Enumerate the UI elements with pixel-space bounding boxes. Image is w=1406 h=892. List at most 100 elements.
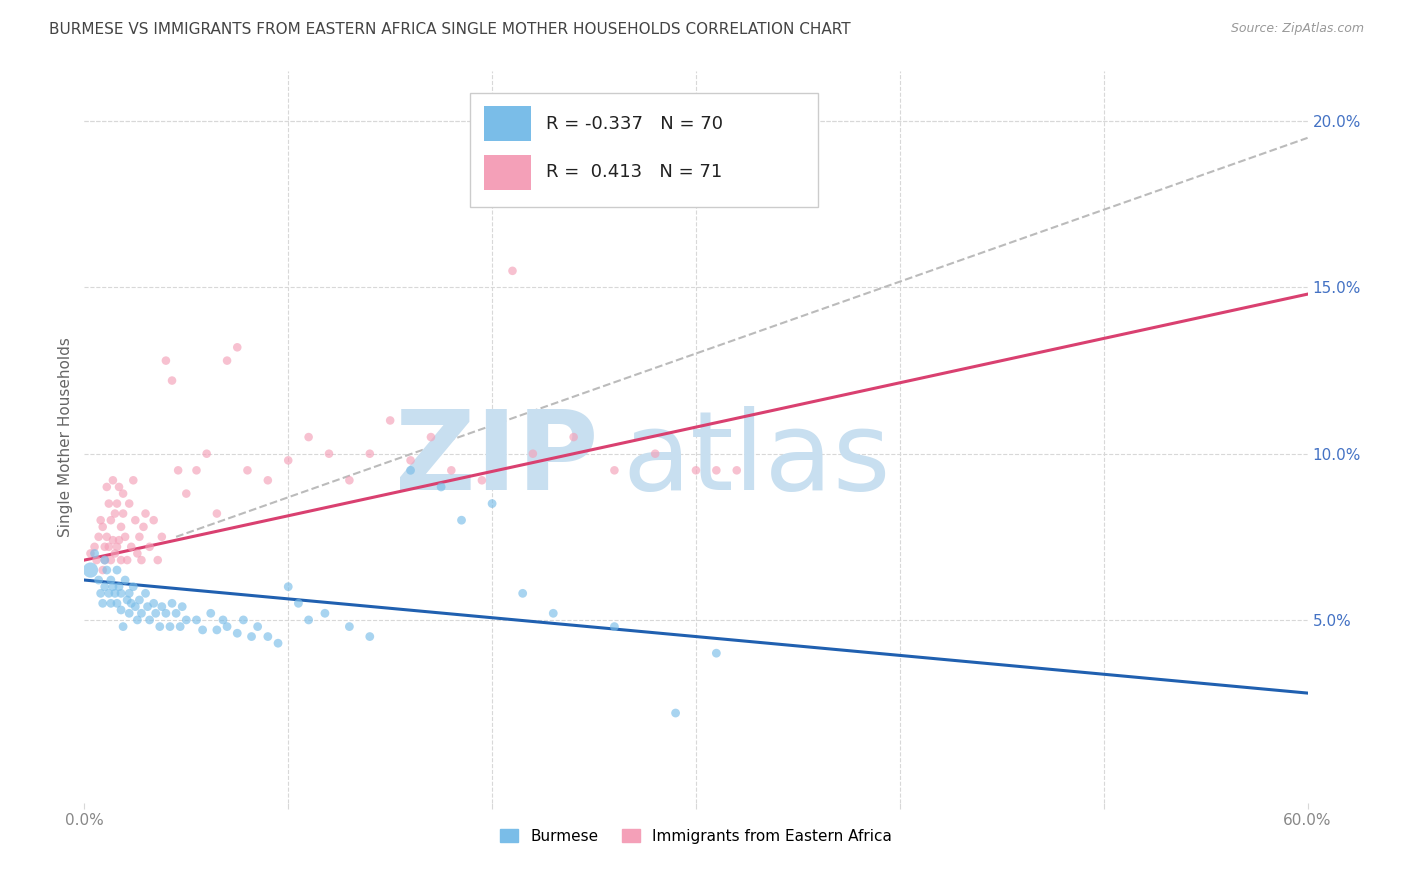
Point [169, 619, 191, 633]
Point [115, 553, 138, 567]
Point [108, 480, 131, 494]
Point [160, 374, 183, 388]
Point [226, 626, 249, 640]
Point [186, 463, 208, 477]
FancyBboxPatch shape [484, 154, 531, 190]
Point [205, 623, 228, 637]
Point [267, 636, 290, 650]
Point [110, 553, 132, 567]
Point [205, 507, 228, 521]
Text: R = -0.337   N = 70: R = -0.337 N = 70 [546, 115, 723, 133]
Point [127, 613, 149, 627]
Point [380, 413, 402, 427]
Point [101, 580, 124, 594]
Point [100, 513, 122, 527]
Point [145, 607, 167, 621]
Point [114, 573, 136, 587]
Point [96, 480, 118, 494]
Point [87, 530, 110, 544]
Point [257, 473, 280, 487]
Point [172, 599, 194, 614]
Point [124, 599, 146, 614]
Point [603, 463, 626, 477]
Point [100, 573, 122, 587]
Point [112, 507, 135, 521]
Point [522, 447, 544, 461]
Point [298, 613, 321, 627]
Point [725, 463, 748, 477]
Text: R =  0.413   N = 71: R = 0.413 N = 71 [546, 163, 721, 181]
FancyBboxPatch shape [470, 94, 818, 207]
Point [114, 530, 136, 544]
Point [124, 513, 146, 527]
Point [217, 619, 239, 633]
Point [97, 497, 120, 511]
Point [93, 540, 115, 554]
Point [83, 540, 105, 554]
Point [665, 706, 688, 720]
Point [150, 599, 173, 614]
Point [706, 646, 728, 660]
Text: atlas: atlas [623, 406, 891, 513]
Point [97, 540, 120, 554]
Point [115, 593, 138, 607]
Point [136, 599, 159, 614]
Y-axis label: Single Mother Households: Single Mother Households [58, 337, 73, 537]
Point [399, 453, 422, 467]
Point [246, 619, 269, 633]
Point [603, 619, 626, 633]
Point [118, 586, 141, 600]
Point [135, 507, 157, 521]
Point [101, 473, 124, 487]
Point [685, 463, 707, 477]
Point [87, 573, 110, 587]
Point [105, 563, 128, 577]
Point [128, 530, 150, 544]
Point [86, 553, 108, 567]
Point [543, 607, 565, 621]
Point [155, 353, 177, 368]
Point [91, 563, 114, 577]
Point [97, 586, 120, 600]
Point [200, 607, 222, 621]
Point [212, 613, 235, 627]
Point [420, 430, 443, 444]
Point [142, 513, 165, 527]
Point [79, 563, 101, 577]
Point [79, 546, 101, 560]
Point [93, 553, 115, 567]
Point [90, 586, 112, 600]
Point [122, 473, 145, 487]
Point [644, 447, 666, 461]
Point [104, 546, 127, 560]
Point [195, 447, 218, 461]
FancyBboxPatch shape [484, 106, 531, 141]
Point [167, 463, 190, 477]
Point [236, 463, 259, 477]
Point [339, 473, 361, 487]
Point [440, 463, 463, 477]
Point [138, 613, 160, 627]
Point [122, 580, 145, 594]
Point [108, 533, 131, 548]
Point [128, 593, 150, 607]
Point [186, 613, 208, 627]
Point [127, 546, 149, 560]
Point [399, 463, 422, 477]
Point [146, 553, 169, 567]
Point [101, 533, 124, 548]
Point [226, 340, 249, 354]
Legend: Burmese, Immigrants from Eastern Africa: Burmese, Immigrants from Eastern Africa [494, 822, 898, 850]
Point [120, 540, 142, 554]
Point [155, 607, 177, 621]
Point [298, 430, 321, 444]
Point [110, 520, 132, 534]
Point [110, 586, 132, 600]
Point [277, 453, 299, 467]
Point [105, 497, 128, 511]
Point [110, 603, 132, 617]
Point [138, 540, 160, 554]
Point [120, 596, 142, 610]
Point [108, 580, 131, 594]
Point [118, 607, 141, 621]
